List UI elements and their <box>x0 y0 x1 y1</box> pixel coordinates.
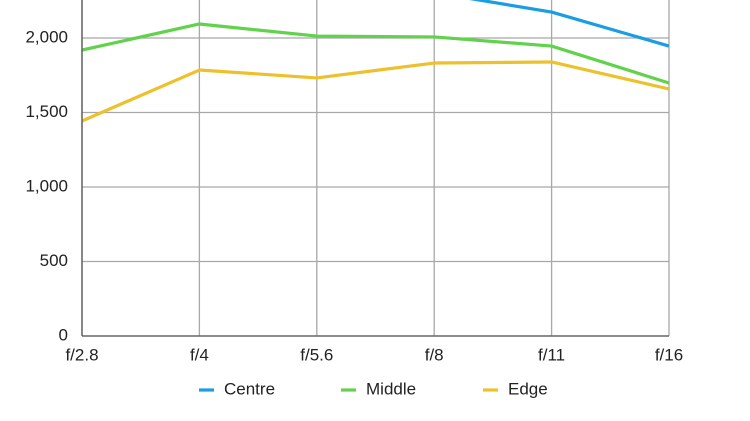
y-tick-label: 2,000 <box>25 27 68 46</box>
y-tick-label: 500 <box>40 251 68 270</box>
legend-label: Edge <box>508 379 548 398</box>
series-line <box>469 0 669 48</box>
y-tick-label: 0 <box>59 325 68 344</box>
x-tick-label: f/4 <box>190 345 209 364</box>
series-line <box>82 22 669 85</box>
y-tick-label: 1,500 <box>25 102 68 121</box>
plot-lines <box>82 0 669 123</box>
x-tick-label: f/11 <box>538 345 565 364</box>
x-tick-label: f/16 <box>655 345 683 364</box>
x-tick-label: f/2.8 <box>65 345 98 364</box>
y-tick-label: 1,000 <box>25 176 68 195</box>
series-line <box>82 60 669 123</box>
x-tick-label: f/5.6 <box>300 345 333 364</box>
legend-label: Middle <box>366 379 416 398</box>
legend-label: Centre <box>224 379 275 398</box>
x-tick-label: f/8 <box>425 345 444 364</box>
